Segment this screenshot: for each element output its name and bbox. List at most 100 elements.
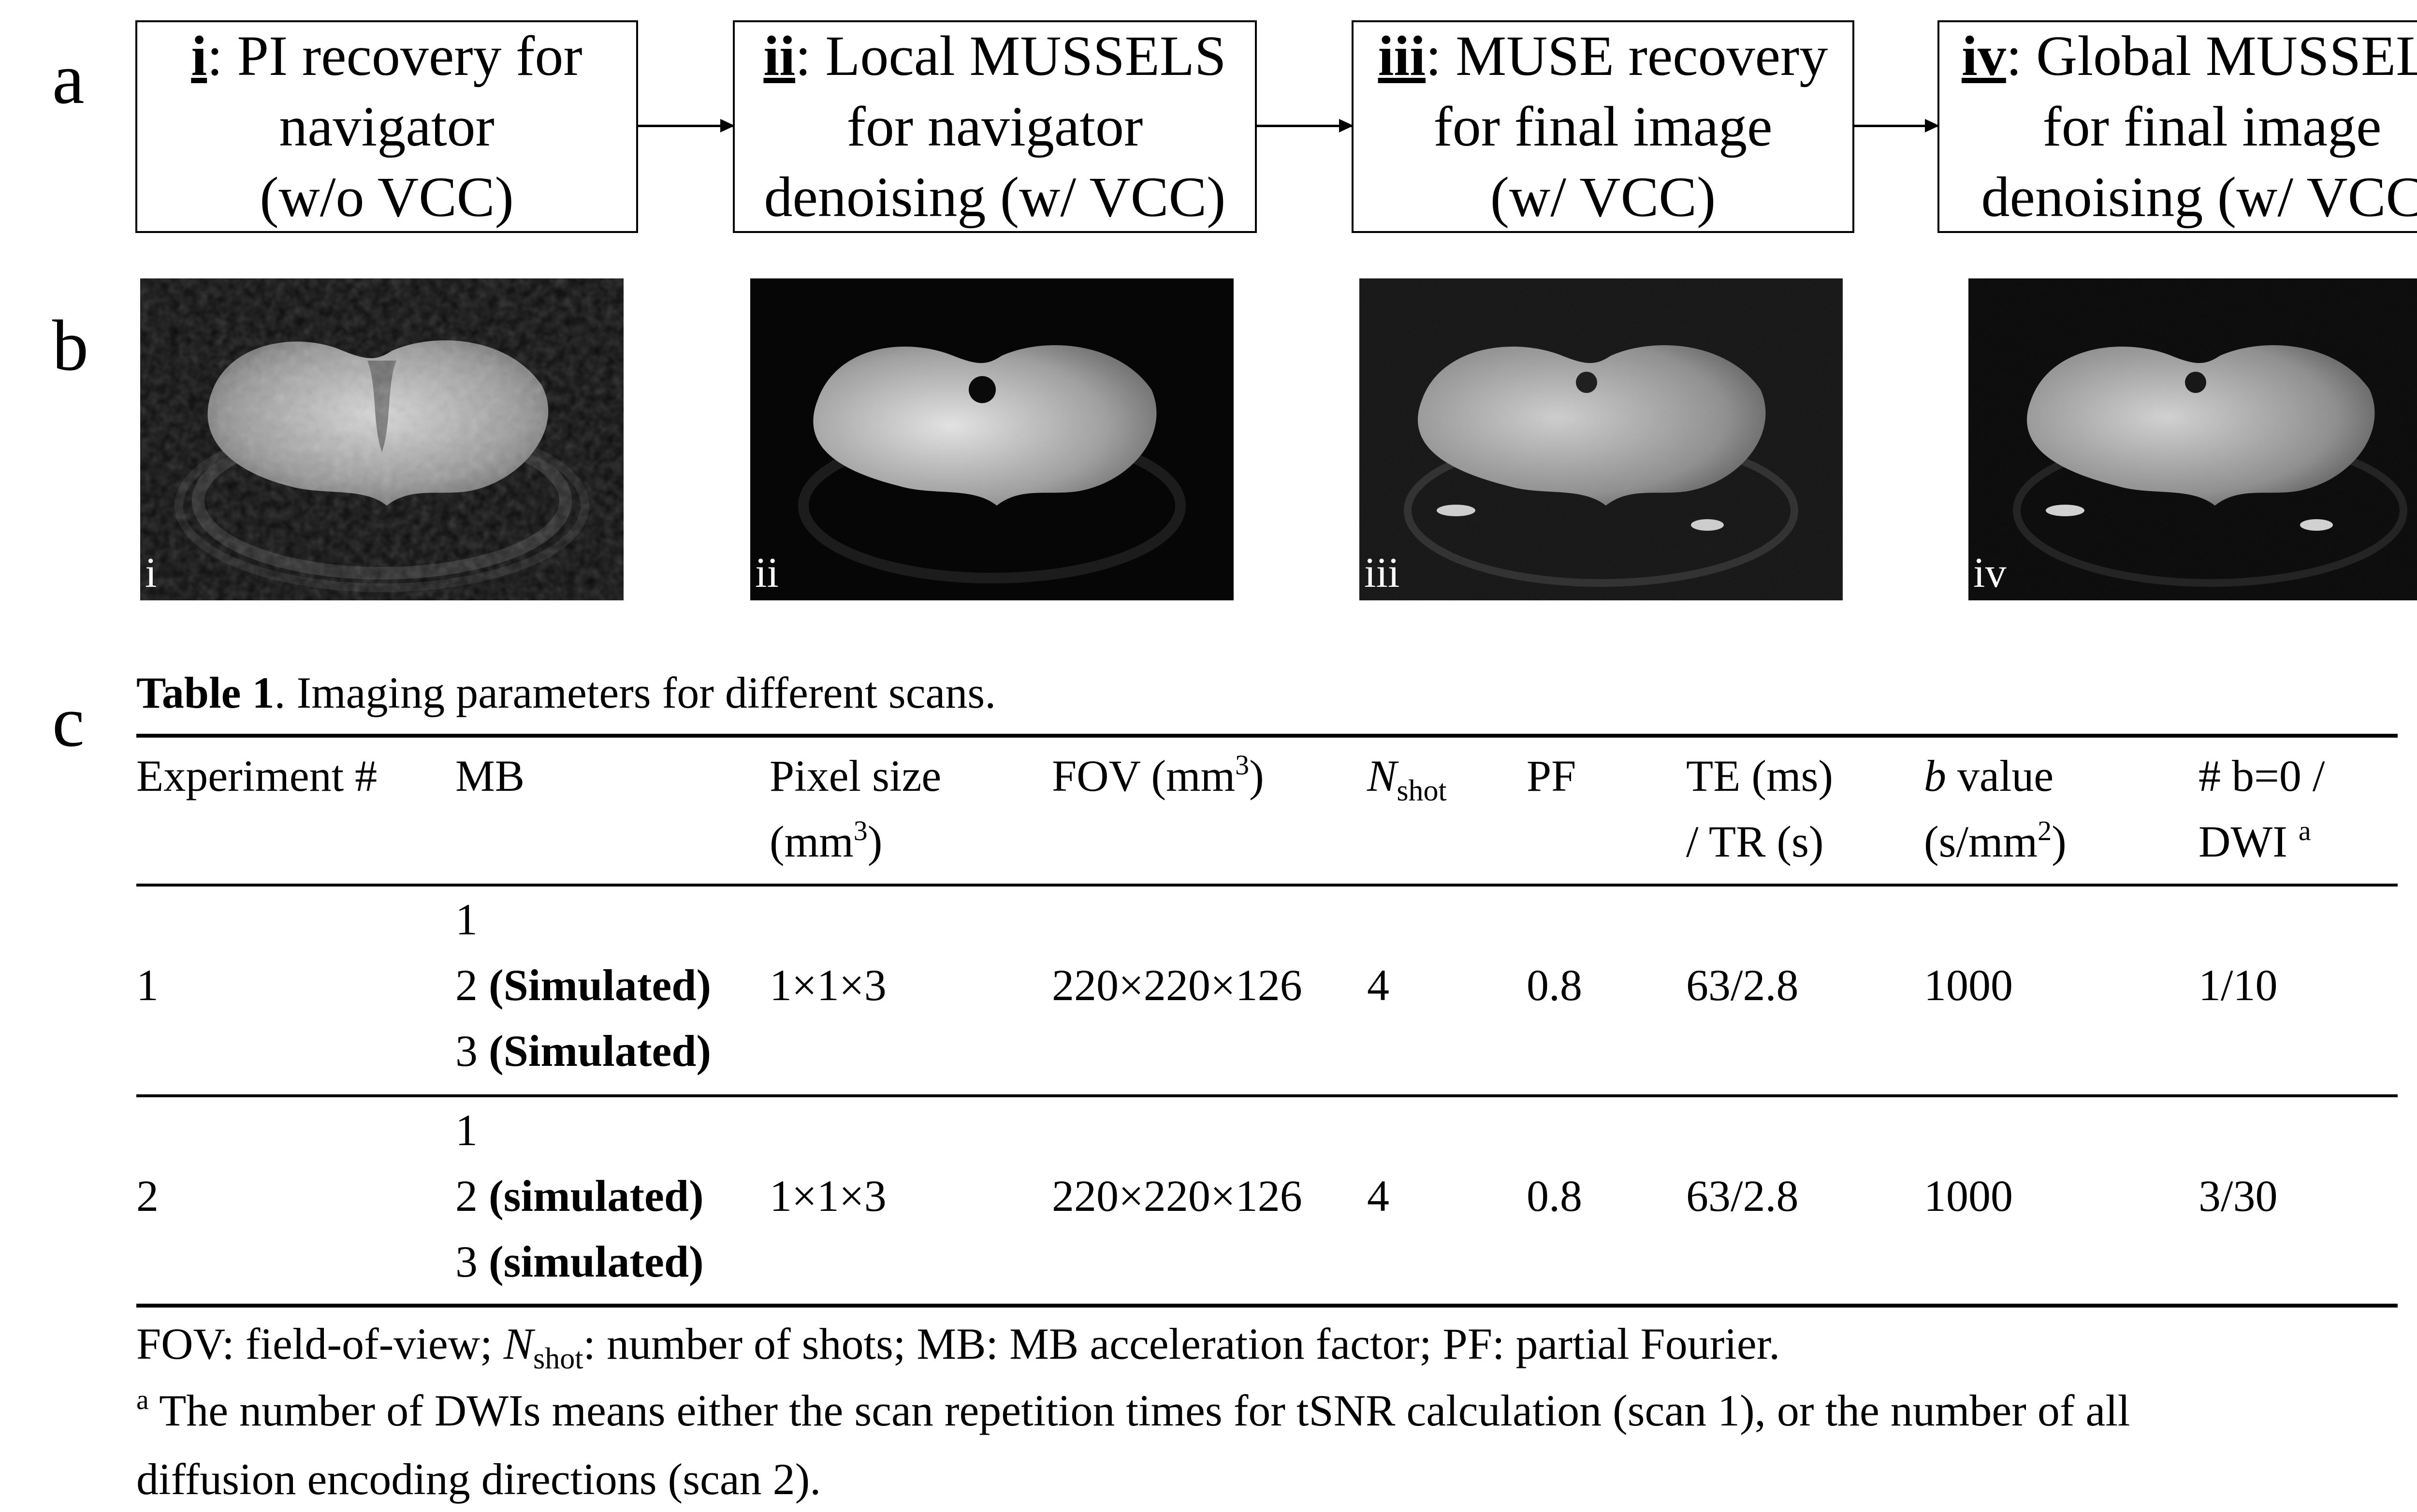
row1-fov: 220×220×126 bbox=[1052, 960, 1302, 1010]
table-header-rule bbox=[136, 884, 2398, 887]
cell-text: 2 bbox=[455, 960, 489, 1010]
header-experiment: Experiment # bbox=[136, 751, 378, 800]
brain-image-i: i bbox=[140, 278, 624, 600]
flow-step-text: : MUSE recovery bbox=[1426, 24, 1828, 87]
panel-label-b: b bbox=[52, 305, 88, 386]
table-caption-text: . Imaging parameters for different scans… bbox=[274, 668, 996, 717]
flow-step-text: denoising (w/ VCC) bbox=[1981, 165, 2417, 229]
header-text: ) bbox=[1249, 751, 1264, 800]
table-caption-label: Table 1 bbox=[136, 668, 275, 717]
footnote-text: : number of shots; MB: MB acceleration f… bbox=[583, 1319, 1780, 1368]
cell-text: 3 bbox=[455, 1026, 489, 1076]
header-te-tr: TE (ms) / TR (s) bbox=[1686, 743, 1833, 874]
row1-b-value: 1000 bbox=[1924, 960, 2013, 1010]
table-caption: Table 1. Imaging parameters for differen… bbox=[136, 667, 996, 718]
footnote-abbreviations: FOV: field-of-view; Nshot: number of sho… bbox=[136, 1311, 1780, 1377]
header-text: TE (ms) bbox=[1686, 751, 1834, 800]
flow-step-label: iv bbox=[1962, 24, 2006, 87]
row2-pf: 0.8 bbox=[1527, 1171, 1582, 1221]
row2-experiment: 2 bbox=[136, 1171, 159, 1221]
flow-arrow bbox=[1854, 119, 1939, 132]
header-text: (s/mm bbox=[1924, 817, 2038, 866]
flow-step-text: denoising (w/ VCC) bbox=[764, 165, 1226, 229]
flow-arrow bbox=[638, 119, 735, 132]
panel-label-c: c bbox=[52, 682, 85, 762]
flow-step-label: iii bbox=[1378, 24, 1426, 87]
row1-pixel: 1×1×3 bbox=[770, 960, 887, 1010]
header-b-value: b value (s/mm2) bbox=[1924, 743, 2067, 874]
table-top-rule bbox=[136, 734, 2398, 738]
header-text: 2 bbox=[2038, 815, 2052, 846]
footnote-a: a The number of DWIs means either the sc… bbox=[136, 1378, 2130, 1443]
header-pixel-size: Pixel size (mm3) bbox=[770, 743, 941, 874]
cell-text: 2 bbox=[455, 1171, 489, 1221]
footnote-text: The number of DWIs means either the scan… bbox=[148, 1386, 2130, 1435]
header-pf: PF bbox=[1527, 751, 1576, 800]
row1-dwi: 1/10 bbox=[2199, 960, 2278, 1010]
cell-text: (simulated) bbox=[489, 1171, 704, 1221]
header-nshot: Nshot bbox=[1367, 743, 1447, 809]
footnote-text: shot bbox=[533, 1342, 583, 1375]
image-label: iii bbox=[1364, 550, 1400, 596]
row2-nshot: 4 bbox=[1367, 1171, 1389, 1221]
row2-b-value: 1000 bbox=[1924, 1171, 2013, 1221]
cell-text: 1 bbox=[455, 895, 478, 944]
table-row-rule bbox=[136, 1094, 2398, 1097]
header-text: ) bbox=[2052, 817, 2067, 866]
header-dwi: # b=0 / DWI a bbox=[2199, 743, 2325, 874]
header-text: b bbox=[1924, 751, 1946, 800]
footnote-text: a bbox=[136, 1384, 149, 1415]
header-text: / TR (s) bbox=[1686, 817, 1824, 866]
panel-label-a: a bbox=[52, 39, 85, 119]
flow-step-text: navigator bbox=[279, 95, 495, 158]
header-text: (mm bbox=[770, 817, 854, 866]
footnote-text: N bbox=[503, 1319, 534, 1368]
row1-mb: 1 2 (Simulated) 3 (Simulated) bbox=[455, 887, 711, 1084]
flow-step-text: (w/ VCC) bbox=[1490, 165, 1716, 229]
header-text: N bbox=[1367, 751, 1397, 800]
row2-dwi: 3/30 bbox=[2199, 1171, 2278, 1221]
row2-fov: 220×220×126 bbox=[1052, 1171, 1302, 1221]
header-text: FOV (mm bbox=[1052, 751, 1236, 800]
header-text: Pixel size bbox=[770, 751, 942, 800]
flow-step-label: i bbox=[191, 24, 207, 87]
flow-step-text: : Local MUSSELS bbox=[795, 24, 1226, 87]
header-text: shot bbox=[1397, 774, 1447, 807]
image-label: iv bbox=[1973, 550, 2007, 596]
cell-text: (Simulated) bbox=[489, 1026, 711, 1076]
cell-text: 1 bbox=[455, 1105, 478, 1155]
header-text: DWI bbox=[2199, 817, 2299, 866]
image-label: ii bbox=[755, 550, 779, 596]
header-text: 3 bbox=[853, 815, 868, 846]
flow-step-text: (w/o VCC) bbox=[260, 165, 514, 229]
row1-te-tr: 63/2.8 bbox=[1686, 960, 1799, 1010]
flow-step-text: for final image bbox=[2042, 95, 2382, 158]
flow-step-text: for final image bbox=[1433, 95, 1773, 158]
row1-experiment: 1 bbox=[136, 960, 159, 1010]
flow-step-iv: iv: Global MUSSELS for final image denoi… bbox=[1937, 20, 2417, 233]
cell-text: (Simulated) bbox=[489, 960, 711, 1010]
header-text: value bbox=[1946, 751, 2054, 800]
cell-text: (simulated) bbox=[489, 1237, 704, 1286]
flow-step-i: i: PI recovery for navigator (w/o VCC) bbox=[135, 20, 638, 233]
row2-mb: 1 2 (simulated) 3 (simulated) bbox=[455, 1097, 704, 1294]
footnote-text: FOV: field-of-view; bbox=[136, 1319, 504, 1368]
header-text: 3 bbox=[1235, 749, 1250, 781]
row2-te-tr: 63/2.8 bbox=[1686, 1171, 1799, 1221]
header-text: # b=0 / bbox=[2199, 751, 2325, 800]
flow-step-ii: ii: Local MUSSELS for navigator denoisin… bbox=[733, 20, 1257, 233]
cell-text: 3 bbox=[455, 1237, 489, 1286]
flow-step-text: : PI recovery for bbox=[207, 24, 582, 87]
row1-pf: 0.8 bbox=[1527, 960, 1582, 1010]
image-label: i bbox=[145, 550, 157, 596]
header-fov: FOV (mm3) bbox=[1052, 743, 1264, 809]
flow-step-iii: iii: MUSE recovery for final image (w/ V… bbox=[1352, 20, 1854, 233]
row2-pixel: 1×1×3 bbox=[770, 1171, 887, 1221]
header-mb: MB bbox=[455, 751, 525, 800]
brain-image-iii: iii bbox=[1359, 278, 1843, 600]
table-bottom-rule bbox=[136, 1304, 2398, 1308]
row1-nshot: 4 bbox=[1367, 960, 1389, 1010]
flow-step-text: for navigator bbox=[846, 95, 1143, 158]
brain-image-ii: ii bbox=[750, 278, 1234, 600]
footnote-a-continued: diffusion encoding directions (scan 2). bbox=[136, 1454, 821, 1504]
